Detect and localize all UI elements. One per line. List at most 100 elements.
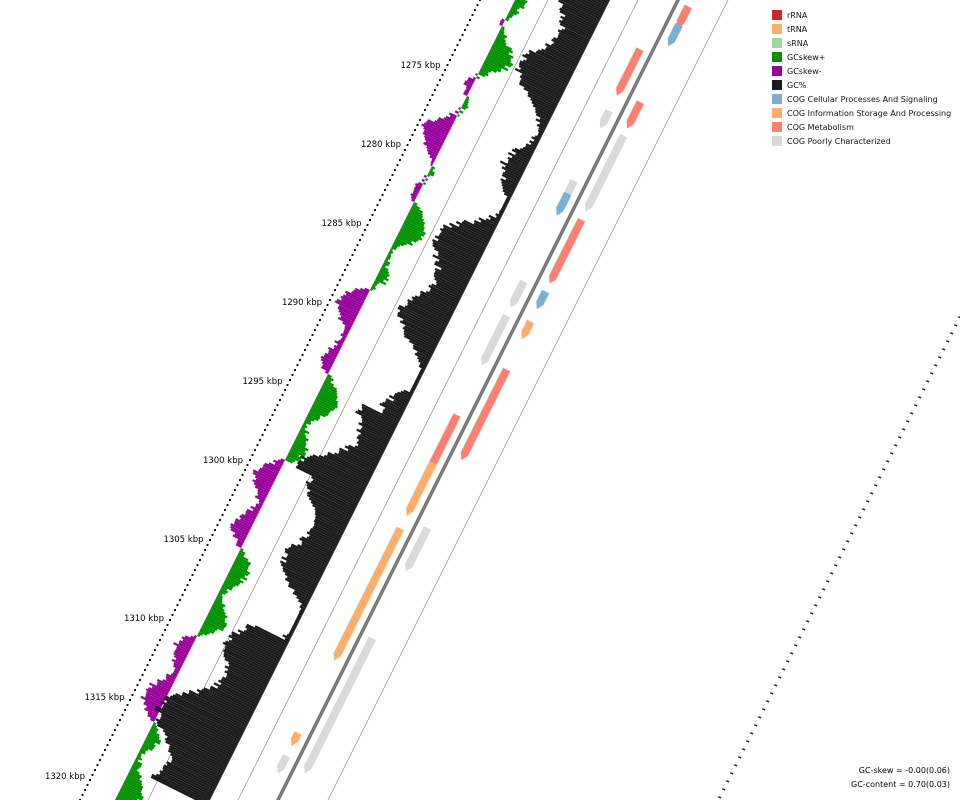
gc-content-bar — [357, 434, 386, 450]
gc-skew-negative-bar — [253, 482, 270, 492]
gc-content-bar — [296, 616, 301, 620]
gc-skew-positive-bar — [140, 748, 147, 753]
gc-skew-positive-bar — [316, 396, 338, 409]
ruler-dot — [371, 213, 374, 217]
gc-content-bar — [224, 665, 267, 688]
legend-label: COG Metabolism — [787, 122, 854, 132]
gc-content-bar — [312, 479, 359, 504]
gc-skew-positive-bar — [515, 0, 526, 5]
ruler-dot — [126, 703, 129, 707]
gc-content-bar — [463, 219, 493, 236]
ruler-tick — [946, 340, 950, 343]
gc-content-bar — [357, 409, 396, 430]
gc-content-bar — [314, 512, 346, 530]
gc-skew-negative-bar — [425, 120, 449, 134]
ruler-dot — [268, 418, 272, 422]
gc-content-bar — [228, 639, 278, 666]
gc-content-bar — [403, 332, 436, 350]
gc-content-bar — [538, 132, 543, 136]
gc-content-bar — [575, 0, 604, 14]
gc-content-bar — [553, 42, 582, 58]
gc-skew-positive-bar — [405, 218, 425, 230]
gc-skew-negative-bar — [234, 520, 251, 530]
gc-content-bar — [502, 171, 520, 182]
gc-skew-positive-bar — [483, 62, 502, 73]
gc-content-bar — [166, 761, 217, 788]
gc-content-bar — [519, 60, 568, 86]
ruler-dot — [188, 578, 192, 582]
gc-content-bar — [397, 311, 443, 336]
ruler-dot — [386, 183, 389, 187]
ruler-dot — [321, 313, 324, 317]
gc-content-bar — [425, 290, 457, 308]
gc-skew-negative-bar — [175, 658, 184, 664]
gc-skew-positive-bar — [500, 28, 505, 32]
gc-skew-negative-bar — [449, 115, 456, 120]
gc-skew-positive-bar — [302, 424, 308, 429]
gc-content-bar — [181, 693, 247, 728]
gc-skew-negative-bar — [250, 505, 260, 512]
gc-skew-positive-bar — [131, 766, 138, 771]
gc-skew-positive-bar — [476, 76, 481, 80]
gc-content-bar — [295, 618, 300, 622]
gc-content-bar — [523, 87, 558, 106]
gc-skew-negative-bar — [252, 469, 275, 482]
gc-skew-positive-bar — [198, 632, 203, 636]
gc-content-bar — [196, 688, 252, 718]
gc-skew-positive-bar — [508, 12, 514, 17]
gc-content-bar — [530, 98, 555, 112]
gc-content-bar — [527, 91, 557, 108]
gc-content-bar — [344, 445, 379, 464]
gc-skew-negative-bar — [148, 687, 167, 698]
gc-content-bar — [298, 459, 364, 494]
gc-content-bar — [393, 399, 407, 408]
gc-content-bar — [282, 634, 291, 640]
gc-skew-positive-bar — [218, 592, 223, 596]
gc-skew-negative-bar — [472, 76, 476, 80]
gc-content-bar — [419, 295, 454, 314]
ruler-dot — [361, 233, 364, 237]
gc-skew-negative-bar — [427, 151, 437, 158]
ruler-dot — [463, 28, 467, 32]
gc-content-bar — [162, 766, 214, 794]
gc-skew-positive-bar — [151, 726, 159, 732]
gc-content-bar — [162, 729, 229, 764]
gc-content-bar — [505, 198, 510, 202]
gc-skew-positive-bar — [208, 612, 226, 623]
gc-skew-positive-bar — [431, 166, 436, 170]
gc-skew-positive-bar — [222, 584, 233, 591]
gc-content-bar — [384, 407, 402, 418]
gc-content-bar — [282, 566, 318, 586]
gc-skew-positive-bar — [199, 630, 208, 636]
gene-arrow — [340, 668, 360, 701]
gc-content-bar — [348, 444, 380, 462]
gc-content-bar — [503, 192, 512, 198]
ruler-dot — [266, 423, 269, 427]
gc-skew-positive-bar — [286, 456, 296, 463]
ruler-tick — [870, 492, 874, 495]
gc-skew-negative-bar — [354, 287, 368, 296]
gc-content-bar — [527, 94, 556, 110]
ruler-dot — [428, 98, 432, 102]
gc-content-bar — [385, 398, 406, 410]
ruler-dot — [163, 628, 167, 632]
gc-content-bar — [169, 745, 224, 774]
gc-content-bar — [279, 560, 320, 582]
ruler-dot — [411, 133, 414, 137]
gc-content-bar — [400, 390, 412, 398]
gc-skew-positive-bar — [238, 552, 245, 557]
gc-skew-negative-bar — [173, 664, 181, 670]
gc-skew-positive-bar — [215, 598, 223, 604]
gc-content-bar — [166, 736, 227, 768]
ruler-tick — [858, 516, 862, 519]
ruler-dot — [256, 443, 259, 447]
gc-content-bar — [300, 603, 307, 608]
gc-skew-positive-bar — [423, 182, 427, 186]
gc-content-bar — [172, 694, 245, 732]
ruler-dot — [228, 498, 232, 502]
gc-content-bar — [175, 693, 246, 730]
ruler-dot — [88, 778, 92, 782]
gc-skew-negative-bar — [254, 485, 269, 494]
gc-skew-negative-bar — [173, 652, 186, 660]
gc-skew-negative-bar — [364, 287, 370, 292]
